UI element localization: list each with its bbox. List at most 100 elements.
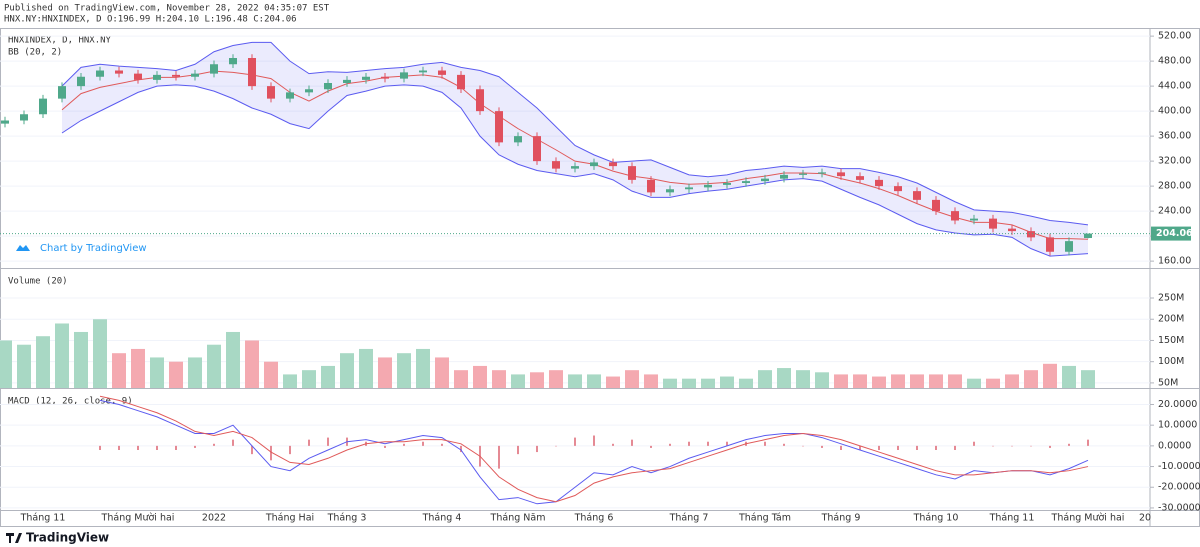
y-tick-label: -10.0000 <box>1158 461 1200 472</box>
volume-bar <box>1043 363 1057 388</box>
pane-title: HNXINDEX, D, HNX.NY <box>8 36 112 46</box>
candle-body <box>932 199 940 212</box>
candle-body <box>134 73 142 80</box>
histogram-bar <box>631 439 633 446</box>
y-tick-label: 0.0000 <box>1158 440 1191 451</box>
y-tick-label: 20.0000 <box>1158 399 1197 410</box>
histogram-bar <box>137 445 139 450</box>
histogram-bar <box>593 435 595 446</box>
y-tick-label: 160.00 <box>1158 256 1191 267</box>
candle-body <box>210 64 218 74</box>
candle-body <box>324 83 332 90</box>
y-tick-label: 200M <box>1158 314 1184 325</box>
pane-title: MACD (12, 26, close, 9) <box>8 397 133 407</box>
last-price-label: 204.06 <box>1156 228 1193 239</box>
histogram-bar <box>289 445 291 455</box>
candle-body <box>533 136 541 162</box>
signal-line <box>99 395 1089 503</box>
histogram-bar <box>954 445 956 450</box>
histogram-bar <box>764 441 766 446</box>
y-tick-label: -20.0000 <box>1158 482 1200 493</box>
y-tick-label: 150M <box>1158 335 1184 346</box>
volume-bar <box>150 357 164 388</box>
candle-body <box>552 161 560 169</box>
x-tick-label: Tháng 11 <box>20 513 66 524</box>
volume-bar <box>758 370 772 388</box>
volume-bar <box>55 323 69 388</box>
histogram-bar <box>213 443 215 446</box>
x-tick-label: 20 <box>1139 513 1151 524</box>
brand: TradingView <box>26 531 109 545</box>
y-tick-label: 480.00 <box>1158 56 1191 67</box>
histogram-bar <box>650 445 652 448</box>
histogram-bar <box>384 445 386 448</box>
candle-body <box>571 166 579 169</box>
pane-title: Volume (20) <box>8 277 68 287</box>
volume-bar <box>435 357 449 388</box>
volume-bar <box>36 336 50 388</box>
candle-body <box>362 76 370 80</box>
volume-bar <box>872 376 886 388</box>
volume-bar <box>587 374 601 388</box>
y-tick-label: 440.00 <box>1158 81 1191 92</box>
volume-bar <box>777 368 791 388</box>
watermark-logo <box>16 245 30 251</box>
volume-bar <box>416 348 430 388</box>
x-tick-label: 2022 <box>202 513 226 524</box>
y-tick-label: 100M <box>1158 356 1184 367</box>
volume-bar <box>0 340 12 388</box>
x-tick-label: Tháng 7 <box>669 513 709 524</box>
volume-bar <box>625 370 639 388</box>
candle-body <box>438 70 446 75</box>
candle-body <box>704 184 712 188</box>
x-tick-label: Tháng Hai <box>265 513 314 524</box>
volume-bar <box>910 374 924 388</box>
histogram-bar <box>688 441 690 446</box>
candle-body <box>96 70 104 77</box>
volume-bar <box>302 370 316 388</box>
histogram-bar <box>175 445 177 450</box>
volume-bar <box>359 348 373 388</box>
candle-body <box>20 114 28 121</box>
histogram-bar <box>783 443 785 446</box>
candle-body <box>970 218 978 221</box>
candle-body <box>875 179 883 187</box>
histogram-bar <box>232 439 234 446</box>
candle-body <box>400 72 408 79</box>
candle-body <box>818 172 826 174</box>
candle-body <box>723 183 731 185</box>
histogram-bar <box>422 441 424 446</box>
candle-body <box>514 136 522 143</box>
candle-body <box>457 74 465 90</box>
volume-bar <box>701 378 715 388</box>
candle-body <box>381 76 389 79</box>
candle-body <box>951 211 959 221</box>
histogram-bar <box>1087 439 1089 446</box>
candle-body <box>837 172 845 177</box>
volume-bar <box>1081 370 1095 388</box>
histogram-bar <box>460 445 462 453</box>
y-tick-label: 520.00 <box>1158 31 1191 42</box>
x-tick-label: Tháng Tám <box>738 513 791 524</box>
candle-body <box>799 173 807 175</box>
volume-bar <box>663 378 677 388</box>
volume-bar <box>739 378 753 388</box>
histogram-bar <box>916 445 918 450</box>
volume-bar <box>131 348 145 388</box>
histogram-bar <box>1049 445 1051 448</box>
volume-bar <box>682 378 696 388</box>
volume-bar <box>1024 370 1038 388</box>
volume-bar <box>492 370 506 388</box>
histogram-bar <box>308 439 310 446</box>
histogram-bar <box>878 445 880 450</box>
volume-bar <box>378 357 392 388</box>
candle-body <box>172 74 180 77</box>
volume-bar <box>549 370 563 388</box>
candle-body <box>286 92 294 99</box>
x-tick-label: Tháng 6 <box>574 513 614 524</box>
volume-bar <box>169 361 183 388</box>
candle-body <box>1084 233 1092 239</box>
candle-body <box>58 86 66 99</box>
